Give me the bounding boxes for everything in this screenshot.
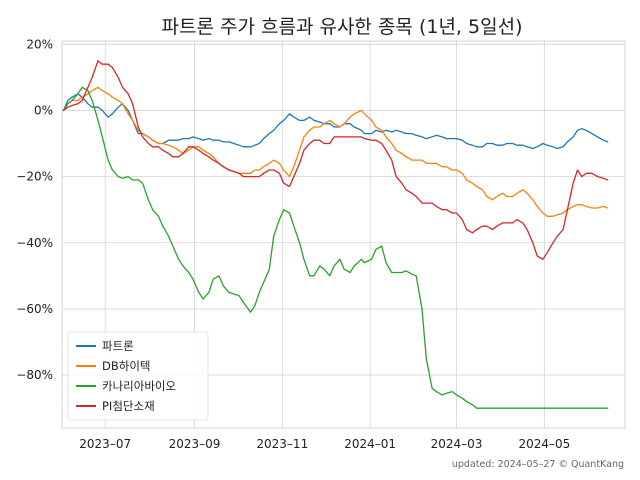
y-tick-label: 0% [34, 103, 53, 117]
legend-label: DB하이텍 [102, 359, 150, 373]
chart-title: 파트론 주가 흐름과 유사한 종목 (1년, 5일선) [162, 16, 523, 38]
legend-label: 파트론 [102, 339, 134, 353]
legend-box [67, 331, 209, 421]
series-line-3 [62, 86, 609, 409]
plot-area [61, 40, 626, 429]
x-tick-label: 2023–07 [79, 437, 131, 451]
legend-label: PI첨단소재 [102, 399, 155, 413]
y-tick-label: −80% [16, 368, 53, 382]
series-line-2 [62, 86, 609, 217]
x-tick-label: 2023–11 [256, 437, 308, 451]
series-line-4 [62, 60, 609, 260]
axis-ticks: 20% 0% −20% −40% −60% −80% 2023–07 2023–09 2023–… [16, 37, 570, 451]
y-tick-label: 20% [26, 37, 53, 51]
y-tick-label: −60% [16, 302, 53, 316]
x-tick-label: 2024–05 [518, 437, 570, 451]
x-tick-label: 2024–01 [344, 437, 396, 451]
footer-credit: updated: 2024–05–27 © QuantKang [452, 459, 624, 470]
x-tick-label: 2024–03 [431, 437, 483, 451]
y-tick-label: −40% [16, 236, 53, 250]
legend-label: 카나리아바이오 [102, 379, 176, 393]
y-tick-label: −20% [16, 170, 53, 184]
x-tick-label: 2023–09 [169, 437, 221, 451]
series-group [62, 60, 609, 409]
